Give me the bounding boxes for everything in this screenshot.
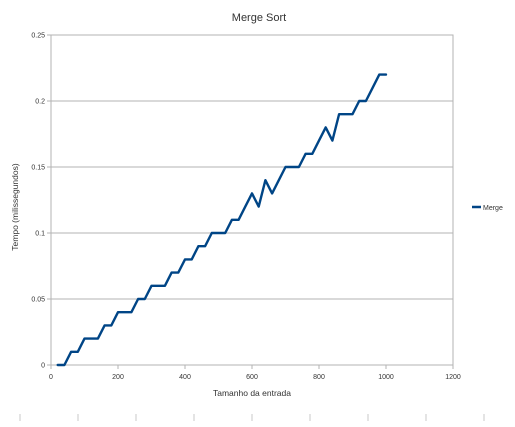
tick-labels: 0 0.05 0.1 0.15 0.2 0.25 0 200 400 600 800 1000 1200 (31, 33, 461, 382)
grid-lines (47, 34, 453, 366)
x-axis-title: Tamanho da entrada (213, 388, 291, 398)
y-tick-label-5: 0.25 (31, 33, 45, 40)
x-tick-label-5: 1000 (378, 374, 394, 381)
x-tick-label-6: 1200 (445, 374, 461, 381)
plot-area-border (50, 34, 454, 366)
y-tick-label-3: 0.15 (31, 165, 45, 172)
x-tick-label-0: 0 (49, 374, 53, 381)
x-tick-label-2: 400 (179, 374, 191, 381)
series-line-merge (56, 73, 388, 367)
y-tick-label-0: 0 (41, 363, 45, 370)
y-tick-label-4: 0.2 (35, 99, 45, 106)
legend: Merge (472, 205, 503, 212)
y-tick-label-2: 0.1 (35, 231, 45, 238)
frame-marks (19, 414, 485, 421)
x-tick-label-1: 200 (112, 374, 124, 381)
chart-title: Merge Sort (232, 12, 286, 24)
y-axis-title: Tempo (milissegundos) (10, 163, 20, 251)
series-lines (56, 73, 388, 367)
x-tick-label-3: 600 (246, 374, 258, 381)
axes (50, 34, 454, 369)
legend-label-merge: Merge (483, 205, 503, 212)
x-tick-label-4: 800 (313, 374, 325, 381)
y-tick-label-1: 0.05 (31, 297, 45, 304)
